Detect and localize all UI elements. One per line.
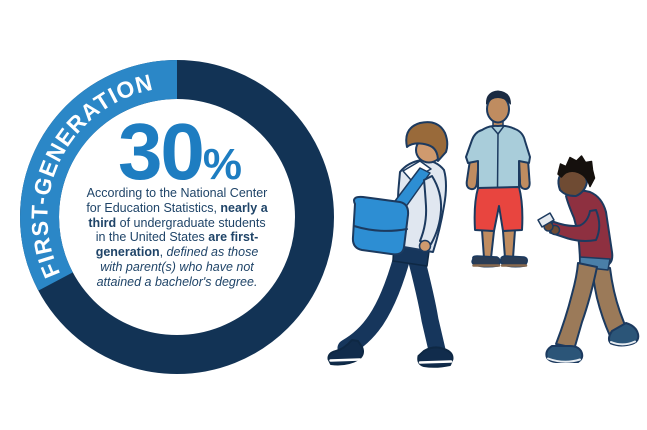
desc-part3: , bbox=[159, 245, 167, 260]
walking-student-back-sole bbox=[329, 358, 362, 362]
phone-student-back-shoe bbox=[608, 322, 640, 347]
walking-student-bag bbox=[351, 195, 410, 256]
walking-student-front-sole bbox=[418, 360, 453, 364]
walking-student-back-leg bbox=[337, 241, 413, 357]
desc-italic-definition: defined as those with parent(s) who have… bbox=[96, 245, 259, 289]
phone-student-front-sole bbox=[547, 357, 581, 363]
standing-student-right-sandal bbox=[499, 255, 528, 268]
standing-student-right-leg bbox=[502, 229, 516, 259]
desc-part1: According to the National Center for Edu… bbox=[86, 186, 268, 215]
walking-student-hair bbox=[405, 121, 449, 162]
stat-30-percent: 30% bbox=[40, 112, 320, 215]
phone-student-phone bbox=[537, 212, 555, 228]
phone-student-hair bbox=[557, 155, 596, 188]
walking-student-hand bbox=[418, 239, 432, 253]
walking-student-back-shoe bbox=[327, 339, 364, 366]
phone-student-front-leg bbox=[555, 262, 598, 349]
walking-student-illustration bbox=[327, 121, 454, 368]
desc-bold-are-first-generation: are first-generation bbox=[95, 230, 259, 260]
stat-description: According to the National Center for Edu… bbox=[83, 186, 271, 290]
standing-student-hair bbox=[485, 90, 511, 105]
walking-student-front-shoe bbox=[417, 346, 454, 368]
walking-student-bag-flap bbox=[353, 225, 408, 232]
standing-student-left-leg bbox=[481, 229, 495, 259]
desc-part2: of undergraduate students in the United … bbox=[95, 215, 266, 245]
standing-student-left-sandal bbox=[471, 255, 501, 268]
standing-student-illustration bbox=[465, 90, 531, 268]
phone-student-front-shoe bbox=[545, 345, 584, 363]
standing-student-shorts bbox=[473, 186, 524, 232]
standing-student-shirt-placket bbox=[496, 133, 499, 190]
stat-unit: % bbox=[202, 140, 243, 189]
donut-segment-first-generation bbox=[20, 60, 178, 291]
stat-value: 30 bbox=[117, 107, 205, 196]
standing-student-left-arm bbox=[465, 157, 480, 191]
walking-student-collar bbox=[402, 160, 432, 181]
standing-student-right-arm bbox=[518, 157, 531, 190]
phone-student-back-sole bbox=[610, 340, 636, 346]
walking-student-arm bbox=[419, 175, 443, 245]
phone-student-illustration bbox=[537, 155, 640, 363]
desc-bold-nearly-a-third: nearly a third bbox=[88, 200, 268, 230]
